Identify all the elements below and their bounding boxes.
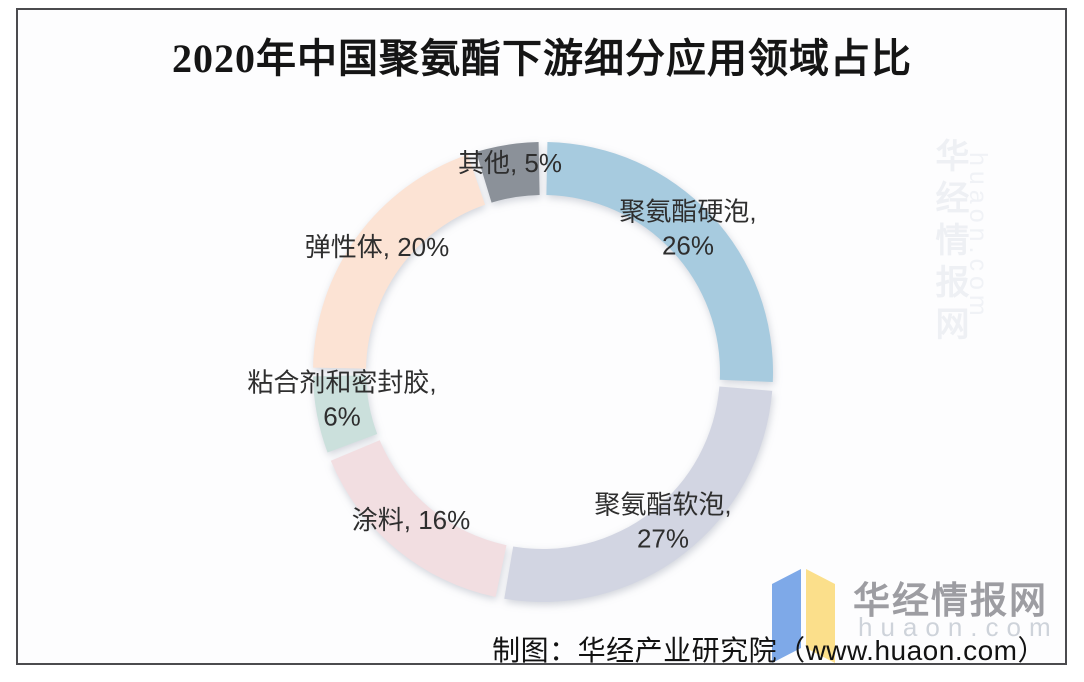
logo-left-page bbox=[772, 569, 801, 663]
donut-slice-0 bbox=[546, 142, 773, 383]
donut-slice-2 bbox=[330, 440, 507, 598]
donut-slice-1 bbox=[504, 386, 773, 602]
source-caption: 制图：华经产业研究院（www.huaon.com） bbox=[492, 635, 1046, 666]
logo-name: 华经情报网 bbox=[853, 580, 1048, 621]
chart-title: 2020年中国聚氨酯下游细分应用领域占比 bbox=[172, 36, 912, 81]
vertical-watermark-en: huaon.com bbox=[964, 152, 992, 321]
logo-domain: huaon.com bbox=[858, 612, 1059, 642]
donut-slice-5 bbox=[476, 142, 540, 203]
vertical-watermark-cn: 华经情报网 bbox=[930, 138, 968, 348]
logo-right-page bbox=[806, 569, 835, 663]
logo-book-icon bbox=[772, 569, 835, 663]
donut-slice-3 bbox=[313, 375, 378, 453]
donut-slice-4 bbox=[313, 154, 486, 369]
